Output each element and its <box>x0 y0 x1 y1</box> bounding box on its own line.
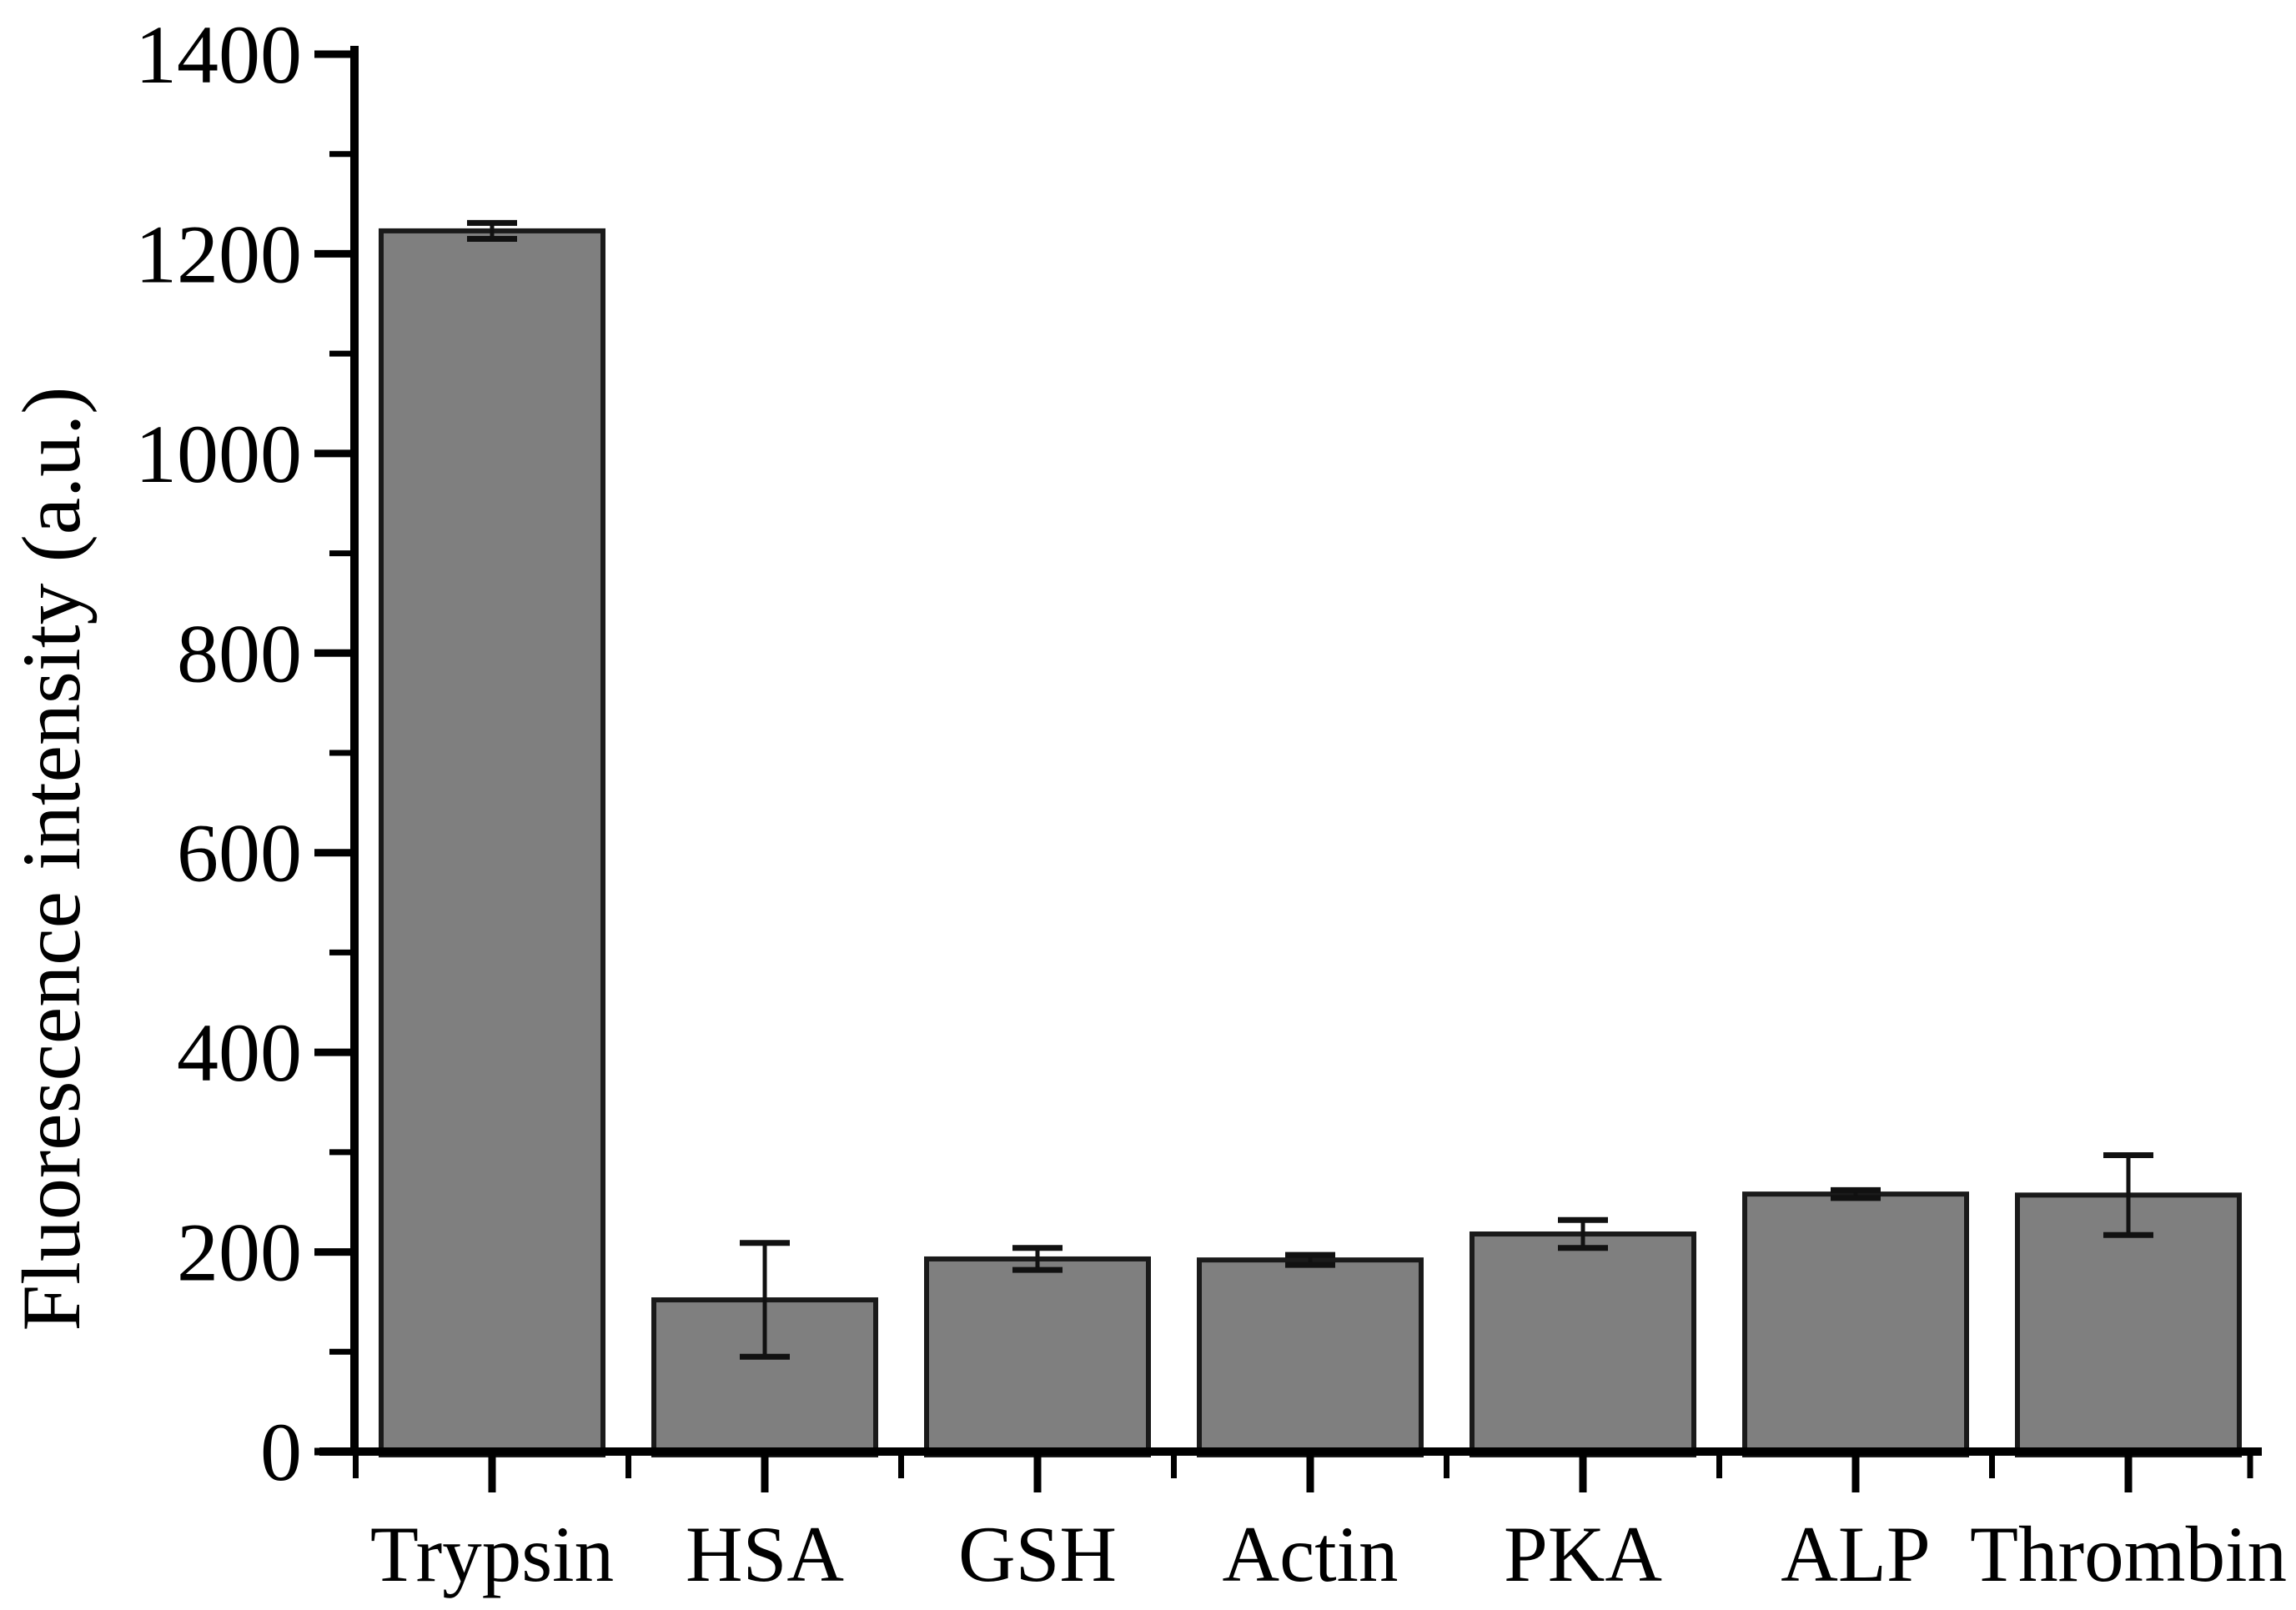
error-bar-thrombin <box>2103 1151 2153 1238</box>
error-bar-actin <box>1285 1251 1335 1268</box>
error-bar-hsa <box>740 1240 790 1360</box>
y-tick-label: 1400 <box>135 8 302 101</box>
y-tick-label: 400 <box>177 1006 302 1099</box>
y-tick-label: 1200 <box>135 208 302 300</box>
y-axis-title: Fluorescence intensity (a.u.) <box>5 387 98 1332</box>
bar-actin <box>1197 1257 1424 1457</box>
x-tick-label-hsa: HSA <box>686 1510 844 1598</box>
x-tick-labels: Trypsin HSA GSH Actin PKA ALP Thrombin <box>370 1510 2287 1598</box>
bar-alp <box>1742 1191 1969 1457</box>
y-tick-label: 600 <box>177 807 302 900</box>
x-tick-label-trypsin: Trypsin <box>370 1510 614 1598</box>
bar-trypsin <box>379 228 605 1457</box>
x-tick-label-actin: Actin <box>1222 1510 1398 1598</box>
y-tick-label: 200 <box>177 1206 302 1299</box>
y-tick-labels: 0 200 400 600 800 1000 1200 1400 <box>135 8 302 1498</box>
x-tick-label-alp: ALP <box>1781 1510 1930 1598</box>
bars-layer <box>379 228 2242 1458</box>
x-tick-label-thrombin: Thrombin <box>1970 1510 2287 1598</box>
y-tick-label: 1000 <box>135 408 302 500</box>
axes-layer <box>314 46 2262 1492</box>
bar-pka <box>1470 1231 1696 1457</box>
bar-gsh <box>924 1256 1151 1457</box>
y-tick-label: 0 <box>260 1406 302 1498</box>
error-bars-layer <box>467 219 2153 1360</box>
error-bar-pka <box>1558 1216 1608 1251</box>
x-tick-label-pka: PKA <box>1504 1510 1662 1598</box>
x-tick-label-gsh: GSH <box>958 1510 1117 1598</box>
y-tick-label: 800 <box>177 607 302 700</box>
error-bar-alp <box>1831 1186 1881 1201</box>
bar-thrombin <box>2015 1192 2242 1457</box>
error-bar-trypsin <box>467 219 517 242</box>
error-bar-gsh <box>1012 1245 1063 1273</box>
